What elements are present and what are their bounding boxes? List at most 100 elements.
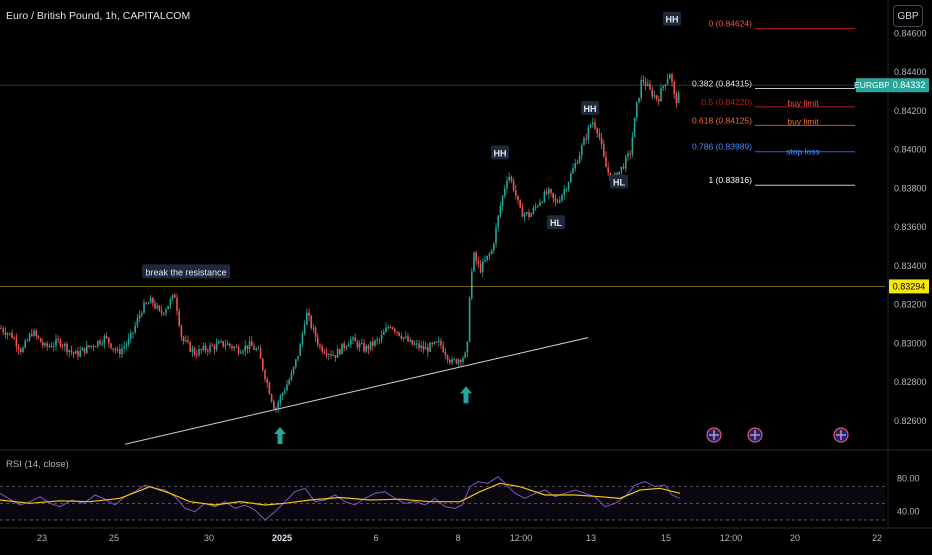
- candle: [328, 354, 330, 356]
- price-axis-tick: 0.84400: [894, 67, 927, 77]
- hl-label-1[interactable]: HL: [550, 218, 562, 228]
- candle: [224, 344, 227, 347]
- price-axis-tick: 0.82600: [894, 416, 927, 426]
- hl-label-2[interactable]: HL: [613, 178, 625, 188]
- candle: [288, 379, 290, 385]
- candle: [411, 339, 414, 345]
- candle: [574, 163, 576, 169]
- candle: [61, 345, 64, 347]
- stop-loss[interactable]: stop loss: [786, 147, 820, 157]
- hh-label-3[interactable]: HH: [666, 15, 679, 25]
- candle: [675, 93, 678, 103]
- candle: [389, 327, 392, 329]
- break-resistance-label[interactable]: break the resistance: [145, 267, 226, 277]
- symbol-tag-label[interactable]: EURGBP: [854, 80, 890, 90]
- candle: [336, 349, 339, 358]
- candle: [176, 297, 178, 311]
- time-axis-tick: 30: [204, 533, 214, 543]
- candle: [312, 327, 315, 329]
- candle: [530, 213, 532, 217]
- candle: [380, 334, 383, 340]
- candle: [240, 352, 242, 354]
- candle: [31, 334, 33, 336]
- hh-label-2[interactable]: HH: [584, 104, 597, 114]
- candle: [468, 298, 471, 342]
- time-axis-tick: 12:00: [720, 533, 743, 543]
- candle: [332, 354, 334, 356]
- candle: [68, 350, 70, 353]
- symbol-price-tag[interactable]: 0.84332: [893, 80, 926, 90]
- candle: [185, 340, 187, 342]
- candle: [677, 92, 680, 103]
- buy-limit-1[interactable]: buy limit: [787, 98, 819, 108]
- buy-limit-2[interactable]: buy limit: [787, 116, 819, 126]
- candle: [77, 351, 79, 357]
- candle: [587, 127, 590, 140]
- candle: [565, 189, 568, 191]
- candle: [154, 303, 156, 309]
- candle: [35, 330, 37, 336]
- candle: [270, 394, 273, 402]
- candle: [119, 349, 121, 355]
- rsi-line[interactable]: [0, 476, 681, 521]
- candle: [178, 310, 180, 326]
- hh-label-2-bg: [581, 100, 599, 115]
- candle: [11, 332, 13, 338]
- candle: [97, 340, 99, 347]
- candle: [409, 339, 411, 342]
- candle: [455, 359, 458, 364]
- candle: [235, 346, 238, 348]
- rsi-ma-line[interactable]: [0, 482, 681, 506]
- up-arrow-icon: [274, 427, 286, 445]
- candle: [204, 345, 207, 351]
- candle: [407, 336, 409, 342]
- hl-label-2-bg: [610, 174, 628, 189]
- candle: [629, 153, 631, 155]
- rsi-indicator-label[interactable]: RSI (14, close): [6, 459, 69, 470]
- candle: [398, 332, 400, 336]
- candle: [372, 341, 374, 346]
- candle: [127, 338, 130, 345]
- candle: [633, 117, 636, 138]
- candle: [242, 351, 244, 353]
- price-axis-tick: 0.83800: [894, 183, 927, 193]
- price-axis-tick: 0.84200: [894, 106, 927, 116]
- candle: [92, 345, 95, 347]
- candle: [651, 89, 653, 97]
- candle: [402, 337, 405, 339]
- candle: [286, 384, 288, 391]
- candle: [466, 341, 469, 353]
- rsi-axis-tick: 40.00: [897, 507, 920, 517]
- candle: [22, 347, 24, 352]
- candle: [64, 343, 66, 347]
- price-axis-tick: 0.84000: [894, 145, 927, 155]
- candle: [477, 261, 480, 264]
- candle: [490, 250, 493, 254]
- candle: [345, 346, 348, 348]
- support-trendline[interactable]: [124, 337, 589, 445]
- candle: [363, 343, 365, 352]
- candle: [347, 344, 350, 347]
- candle: [578, 155, 581, 163]
- candle: [319, 344, 321, 347]
- hh-label-1[interactable]: HH: [494, 148, 507, 158]
- candle: [515, 190, 517, 196]
- candle: [603, 144, 605, 157]
- rsi-axis-tick: 80.00: [897, 473, 920, 483]
- candle: [200, 349, 202, 351]
- candle: [510, 176, 513, 181]
- level-price-tag[interactable]: 0.83294: [893, 281, 926, 291]
- candle: [306, 312, 308, 325]
- candle: [292, 366, 295, 374]
- candle: [55, 338, 57, 346]
- candle: [497, 215, 499, 228]
- candle: [669, 74, 671, 79]
- candle: [433, 341, 436, 344]
- currency-button[interactable]: GBP: [893, 5, 923, 27]
- candle: [325, 353, 328, 356]
- candle: [6, 333, 9, 336]
- candle: [343, 343, 345, 348]
- candle: [248, 341, 251, 350]
